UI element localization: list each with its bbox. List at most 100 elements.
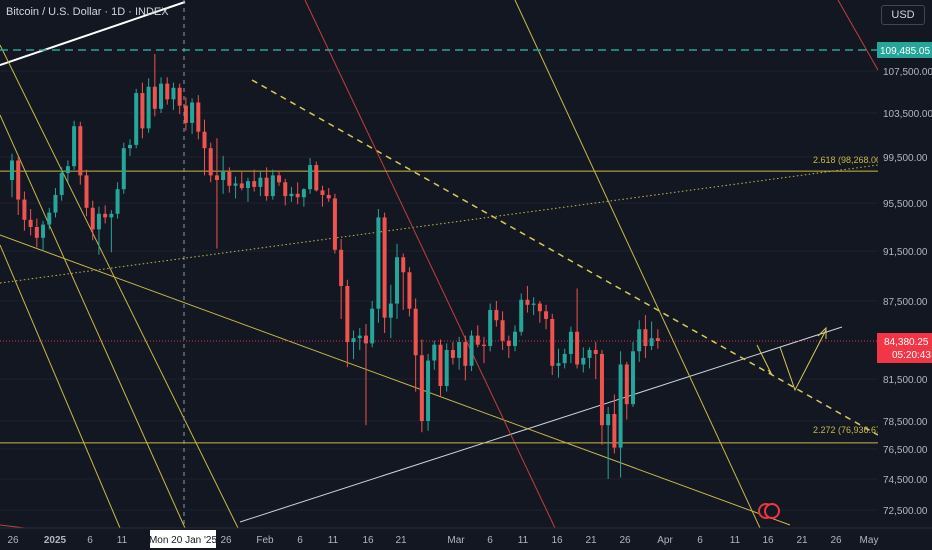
candle [370, 301, 375, 348]
projection-arrow-down [756, 344, 773, 376]
candle [196, 95, 201, 140]
candle-body [270, 175, 275, 197]
time-tick-label: 16 [362, 535, 374, 546]
candle [469, 330, 474, 372]
candle-body [363, 335, 368, 344]
candle [28, 209, 33, 236]
time-tick-label: 6 [297, 535, 303, 546]
candle [295, 182, 300, 205]
candle [22, 191, 27, 231]
red-channel-line-2 [837, 0, 879, 71]
current-price-label: 84,380.25 [884, 337, 929, 348]
time-axis[interactable]: 26 2025 6 11 Mon 20 Jan '25 26 Feb 6 11 16 21 Mar 6 1… [0, 527, 932, 550]
candle-body [519, 299, 524, 332]
time-tick-label: 21 [395, 535, 407, 546]
candle [264, 167, 269, 201]
candle-body [239, 183, 244, 189]
time-axis-bg [0, 528, 932, 550]
candle [96, 206, 101, 255]
price-tick-label: 72,500.00 [883, 506, 928, 517]
candle-body [525, 299, 530, 305]
candle [450, 342, 455, 365]
projection-arrow-head [817, 326, 827, 339]
candle [208, 142, 213, 183]
candle [550, 313, 555, 376]
candle-body [568, 331, 573, 354]
candle [419, 339, 424, 433]
candle-body [301, 189, 306, 198]
candle-body [10, 160, 14, 180]
candle-body [475, 335, 480, 345]
candle-body [413, 308, 418, 356]
candle [593, 342, 598, 379]
drawings-layer[interactable] [0, 0, 879, 529]
candle-body [171, 87, 176, 100]
candle-body [351, 338, 356, 343]
candle-body [289, 193, 294, 197]
time-tick-label: 26 [7, 535, 19, 546]
candle [34, 218, 39, 248]
candle [183, 97, 188, 131]
candle-body [41, 224, 46, 238]
candle-body [115, 189, 120, 214]
candle-body [388, 303, 393, 318]
candle [134, 88, 139, 149]
candle [556, 348, 561, 378]
time-tick-label: 11 [518, 535, 529, 546]
candle-body [581, 357, 586, 365]
time-tick-label: 6 [487, 535, 493, 546]
white-trendline-top [0, 1, 186, 66]
candle-body [637, 329, 642, 352]
time-tick-label: 26 [830, 535, 842, 546]
candle [562, 348, 567, 369]
candle [426, 353, 431, 431]
candle [599, 349, 604, 445]
price-tick-label: 103,500.00 [883, 109, 932, 120]
candle-body [183, 105, 188, 123]
candle [413, 298, 418, 392]
price-axis[interactable]: 107,500.00 103,500.00 99,500.00 95,500.00 91… [877, 0, 932, 550]
candle-body [34, 227, 39, 238]
candle-body [618, 364, 623, 448]
candle-body [214, 175, 219, 180]
candle [177, 83, 182, 115]
time-tick-label: 16 [762, 535, 774, 546]
candle-body [655, 338, 660, 342]
time-tick-label: Mar [447, 535, 465, 546]
price-tick-label: 76,500.00 [883, 445, 928, 456]
candle [444, 343, 449, 392]
candle-body [550, 318, 555, 366]
candle-body [494, 309, 499, 321]
candle [109, 210, 114, 253]
candle-body [190, 102, 195, 123]
candle-body [177, 87, 182, 106]
candle-body [481, 344, 486, 347]
candle-body [264, 177, 269, 197]
candle [351, 330, 356, 360]
candle [438, 339, 443, 396]
time-tick-label: 11 [328, 535, 339, 546]
current-price-tag [877, 333, 932, 363]
candle-body [308, 165, 313, 190]
candle [481, 336, 486, 364]
currency-button[interactable]: USD [881, 5, 925, 25]
candle [494, 301, 499, 327]
candle-body [233, 183, 238, 186]
candle [72, 120, 77, 170]
overlay-layer: 2.618 (98,268.00) 2.272 (76,936.67) [183, 0, 884, 528]
candle [544, 304, 549, 330]
candle [531, 297, 536, 316]
candle-body [643, 329, 648, 347]
candle-body [488, 309, 493, 347]
candle-body [537, 303, 542, 312]
candle-body [121, 148, 126, 190]
candle [10, 153, 14, 198]
candle [407, 267, 412, 317]
crosshair-date-label: Mon 20 Jan '25 [149, 535, 218, 546]
time-tick-label: 21 [585, 535, 597, 546]
price-tick-label: 74,500.00 [883, 475, 928, 486]
candle [376, 209, 381, 323]
candle-body [612, 414, 617, 448]
candle [537, 301, 542, 323]
